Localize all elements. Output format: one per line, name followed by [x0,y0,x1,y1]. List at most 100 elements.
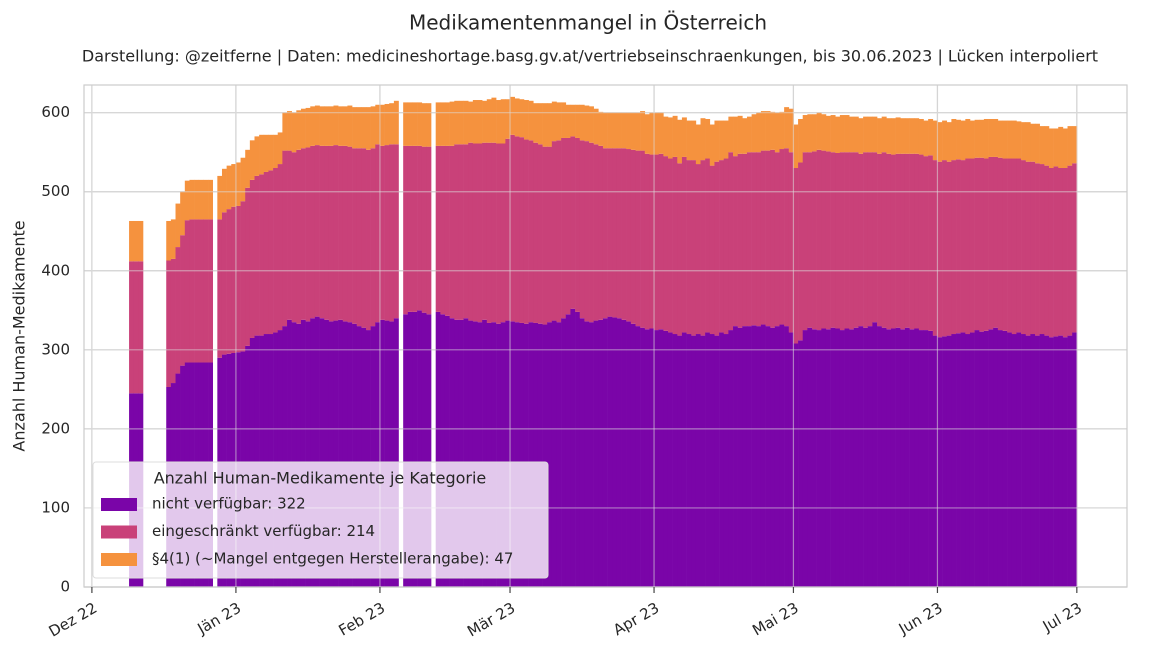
bar-segment [129,220,135,262]
bar-segment [565,137,571,315]
bar-segment [979,119,985,158]
bar-segment [700,118,706,161]
bar-segment [407,311,413,587]
bar-segment [472,321,478,587]
bar-segment [904,118,910,154]
bar-segment [914,328,920,587]
bar-segment [844,115,850,153]
bar-segment [1030,123,1036,162]
bar-segment [347,322,353,587]
bar-segment [593,108,599,145]
bar-segment [770,111,776,150]
bar-segment [626,321,632,587]
bar-segment [1025,122,1031,162]
bar-segment [974,157,980,331]
bar-segment [654,330,659,587]
bar-segment [277,330,283,587]
bar-segment [849,116,855,153]
bar-segment [598,145,604,320]
bar-segment [208,219,213,363]
bar-segment [314,145,320,317]
bar-segment [733,326,738,587]
bar-segment [491,322,497,587]
bar-segment [802,330,808,587]
bar-segment [895,153,901,328]
bar-segment [886,329,892,587]
bar-segment [561,137,567,319]
bar-segment [765,150,771,327]
bar-segment [835,116,841,153]
bar-segment [375,322,381,587]
bar-segment [403,102,409,146]
bar-segment [635,150,641,327]
bar-segment [1072,126,1078,164]
bar-segment [974,330,980,587]
bar-segment [960,120,966,161]
bar-segment [774,152,780,327]
bar-segment [449,145,455,319]
bar-segment [723,334,729,587]
bar-segment [333,320,339,587]
bar-segment [203,179,209,220]
bar-segment [505,320,511,587]
bar-segment [719,332,725,587]
bar-segment [328,321,334,587]
bar-segment [570,308,576,587]
bar-segment [802,152,808,331]
bar-segment [830,152,836,328]
bar-segment [523,100,529,140]
bar-segment [300,108,306,149]
bar-segment [904,327,910,587]
bar-segment [482,100,488,143]
bar-segment [909,153,915,330]
bar-segment [537,144,543,324]
bar-segment [458,100,464,145]
bar-segment [728,152,734,331]
bar-segment [1011,334,1017,587]
bar-segment [621,319,627,587]
bar-segment [923,330,929,587]
bar-segment [231,164,237,207]
bar-segment [319,145,325,319]
bar-segment [277,164,283,331]
bar-segment [1062,337,1068,587]
bar-segment [305,107,311,148]
bar-segment [505,99,511,139]
bar-segment [542,103,548,147]
bar-segment [528,322,534,587]
bar-segment [384,145,390,321]
bar-segment [1053,166,1059,337]
bar-segment [175,247,181,374]
bar-segment [737,115,743,154]
bar-segment [825,115,831,152]
bar-segment [296,149,302,324]
bar-segment [342,321,348,587]
bar-segment [184,180,190,221]
bar-segment [1016,332,1022,587]
legend-box [92,461,549,579]
bar-segment [519,99,525,138]
bar-segment [458,144,464,320]
bar-segment [379,104,385,146]
bar-segment [793,168,799,344]
bar-segment [630,323,636,587]
bar-segment [254,335,260,587]
bar-segment [626,112,632,150]
bar-segment [268,334,274,587]
bar-segment [356,148,362,327]
bar-segment [709,165,715,335]
bar-segment [784,326,790,587]
bar-segment [1053,336,1059,587]
bar-segment [993,156,999,328]
bar-segment [928,118,934,156]
bar-segment [245,149,251,188]
bar-segment [937,161,943,338]
bar-segment [449,318,455,587]
bar-segment [403,314,409,587]
bar-segment [519,137,525,323]
bar-segment [1048,337,1054,587]
bar-segment [742,326,748,587]
bar-segment [310,106,316,146]
bar-segment [523,139,529,324]
bar-segment [273,332,279,587]
